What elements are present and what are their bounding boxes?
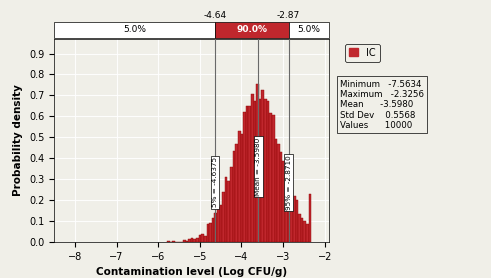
Bar — [280, 152, 282, 242]
Bar — [227, 181, 230, 242]
Bar — [54, 22, 215, 38]
Bar — [251, 94, 254, 242]
Bar — [259, 99, 262, 242]
Bar — [219, 205, 222, 242]
Bar — [199, 235, 201, 242]
Bar — [282, 161, 285, 242]
Bar — [264, 99, 267, 242]
Bar — [241, 134, 243, 242]
Bar — [204, 236, 207, 242]
Text: 90.0%: 90.0% — [236, 25, 267, 34]
Bar — [207, 224, 209, 242]
Bar — [277, 144, 280, 242]
Bar — [235, 144, 238, 242]
Y-axis label: Probability density: Probability density — [13, 85, 24, 196]
Bar — [290, 190, 293, 242]
Bar — [288, 180, 290, 242]
Text: -4.64: -4.64 — [203, 11, 226, 20]
Bar — [243, 112, 246, 242]
Bar — [217, 207, 219, 242]
Text: 5.0%: 5.0% — [123, 25, 146, 34]
Text: 95% = -2.8710: 95% = -2.8710 — [286, 155, 292, 210]
Bar — [188, 239, 191, 242]
Bar — [296, 200, 298, 242]
Text: 5.0%: 5.0% — [297, 25, 320, 34]
Text: Minimum   -7.5634
Maximum   -2.3256
Mean      -3.5980
Std Dev    0.5568
Values  : Minimum -7.5634 Maximum -2.3256 Mean -3.… — [340, 80, 424, 130]
Bar — [230, 167, 233, 242]
Bar — [298, 214, 301, 242]
Bar — [238, 131, 241, 242]
Bar — [191, 238, 193, 242]
Bar — [303, 220, 306, 242]
Bar — [183, 240, 186, 242]
Bar — [222, 192, 225, 242]
Bar — [212, 218, 215, 242]
X-axis label: Contamination level (Log CFU/g): Contamination level (Log CFU/g) — [96, 267, 287, 277]
Bar — [193, 239, 196, 242]
Bar — [215, 213, 217, 242]
Bar — [254, 101, 256, 242]
Bar — [285, 165, 288, 242]
Bar — [233, 151, 235, 242]
Bar — [167, 241, 170, 242]
Bar — [267, 101, 270, 242]
Bar — [186, 241, 188, 242]
Bar — [215, 22, 289, 38]
Bar — [256, 84, 259, 242]
Bar — [172, 241, 175, 242]
Bar — [306, 224, 309, 242]
Bar — [262, 90, 264, 242]
Text: Mean = -3.5980: Mean = -3.5980 — [255, 137, 261, 196]
Bar — [272, 115, 274, 242]
Bar — [248, 106, 251, 242]
Bar — [274, 139, 277, 242]
Bar — [209, 223, 212, 242]
Legend: IC: IC — [345, 44, 380, 61]
Bar — [309, 193, 311, 242]
Bar — [246, 106, 248, 242]
Bar — [270, 113, 272, 242]
Bar — [196, 238, 199, 242]
Bar — [301, 218, 303, 242]
Bar — [293, 196, 296, 242]
Bar — [289, 22, 329, 38]
Text: -2.87: -2.87 — [277, 11, 300, 20]
Text: 5% = -4.6375: 5% = -4.6375 — [212, 157, 218, 207]
Bar — [225, 177, 227, 242]
Bar — [201, 234, 204, 242]
